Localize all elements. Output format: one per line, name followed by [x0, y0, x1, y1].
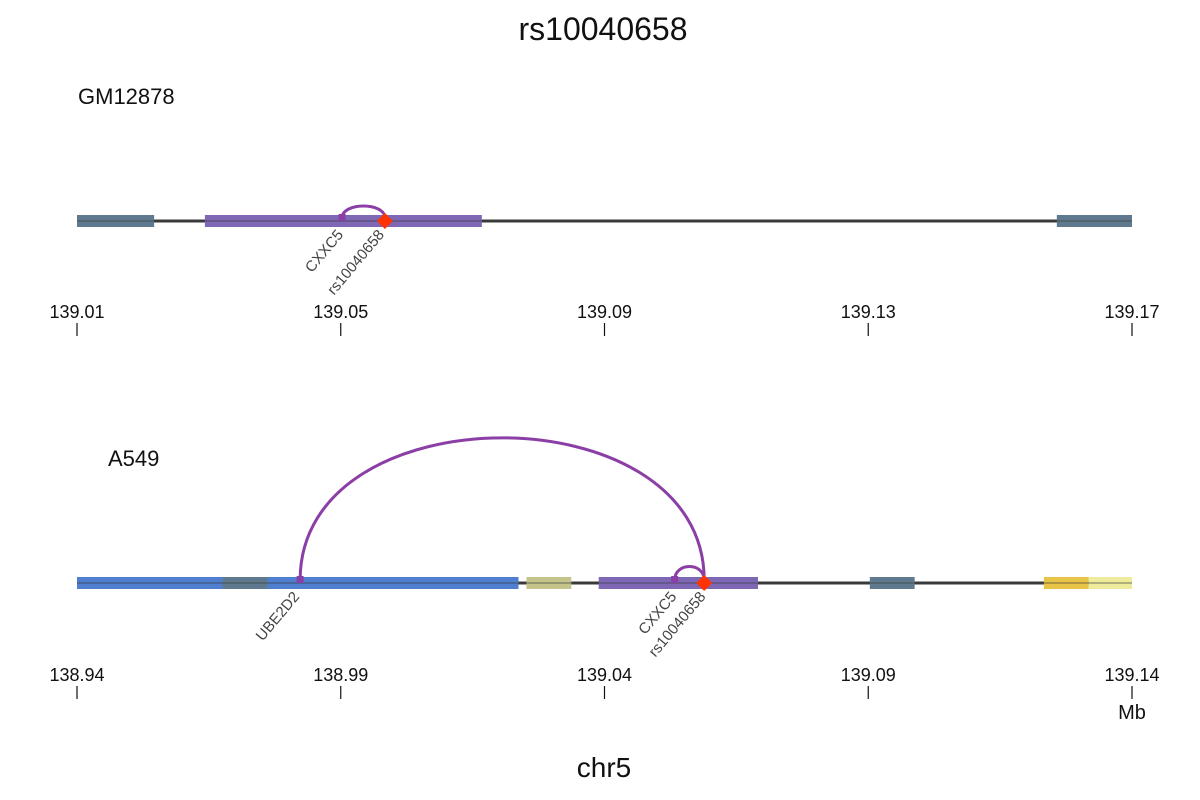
axis-tick-label: 138.99 — [313, 665, 368, 685]
axis-unit-label: Mb — [1118, 702, 1146, 724]
arc-anchor-marker — [338, 214, 346, 221]
state-segments — [77, 215, 1132, 227]
axis-tick-label: 139.13 — [841, 302, 896, 322]
genomic-axis: 139.01 139.05 139.09 139.13 139.17 — [49, 302, 1160, 336]
axis-tick-label: 139.04 — [577, 665, 632, 685]
axis-tick-label: 139.09 — [577, 302, 632, 322]
panel-label: A549 — [108, 446, 159, 471]
x-axis-label: chr5 — [577, 752, 631, 783]
axis-tick-label: 139.14 — [1104, 665, 1159, 685]
axis-tick-label: 139.09 — [841, 665, 896, 685]
interaction-arcs — [296, 436, 706, 583]
interaction-arc — [298, 436, 706, 581]
interaction-arc — [673, 565, 706, 581]
axis-tick-label: 138.94 — [49, 665, 104, 685]
arc-anchor-marker — [671, 576, 679, 583]
arc-anchor-marker — [296, 576, 304, 583]
panel-label: GM12878 — [78, 84, 175, 109]
axis-tick-label: 139.01 — [49, 302, 104, 322]
genomic-axis: 138.94 138.99 139.04 139.09 139.14 — [49, 665, 1160, 699]
snp-markers — [376, 213, 393, 229]
figure-title: rs10040658 — [518, 11, 687, 47]
feature-label: UBE2D2 — [253, 589, 304, 645]
axis-tick-label: 139.17 — [1104, 302, 1159, 322]
state-segments — [77, 577, 1132, 589]
axis-tick-label: 139.05 — [313, 302, 368, 322]
snp-marker — [696, 575, 713, 591]
snp-markers — [696, 575, 713, 591]
interaction-arcs — [338, 204, 387, 221]
snp-marker — [376, 213, 393, 229]
